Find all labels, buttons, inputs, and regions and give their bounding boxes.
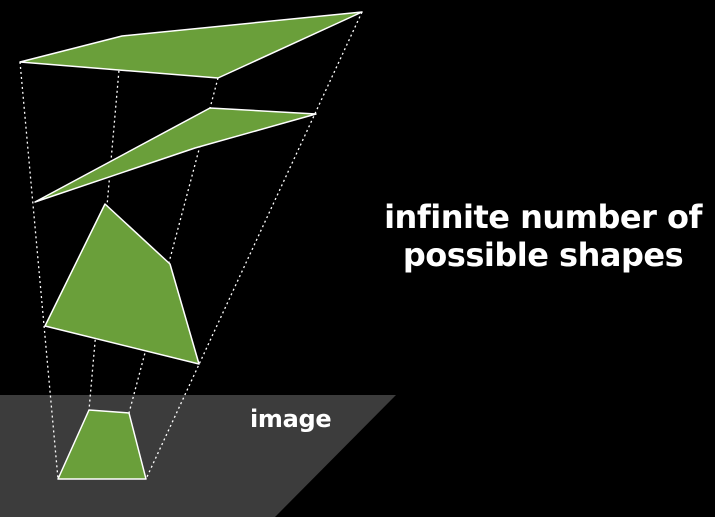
projected-shape xyxy=(57,409,147,480)
image-plane xyxy=(0,395,396,517)
caption: infinite number of possible shapes xyxy=(378,198,708,274)
projection-line-right xyxy=(145,11,363,480)
projection-lines xyxy=(19,11,363,480)
candidate-shape-2 xyxy=(34,107,317,203)
image-plane-label: image xyxy=(250,405,332,433)
caption-line-2: possible shapes xyxy=(402,236,684,274)
candidate-shape-1 xyxy=(19,11,363,79)
caption-line-1: infinite number of xyxy=(384,198,702,236)
candidate-shape-3 xyxy=(44,203,200,365)
